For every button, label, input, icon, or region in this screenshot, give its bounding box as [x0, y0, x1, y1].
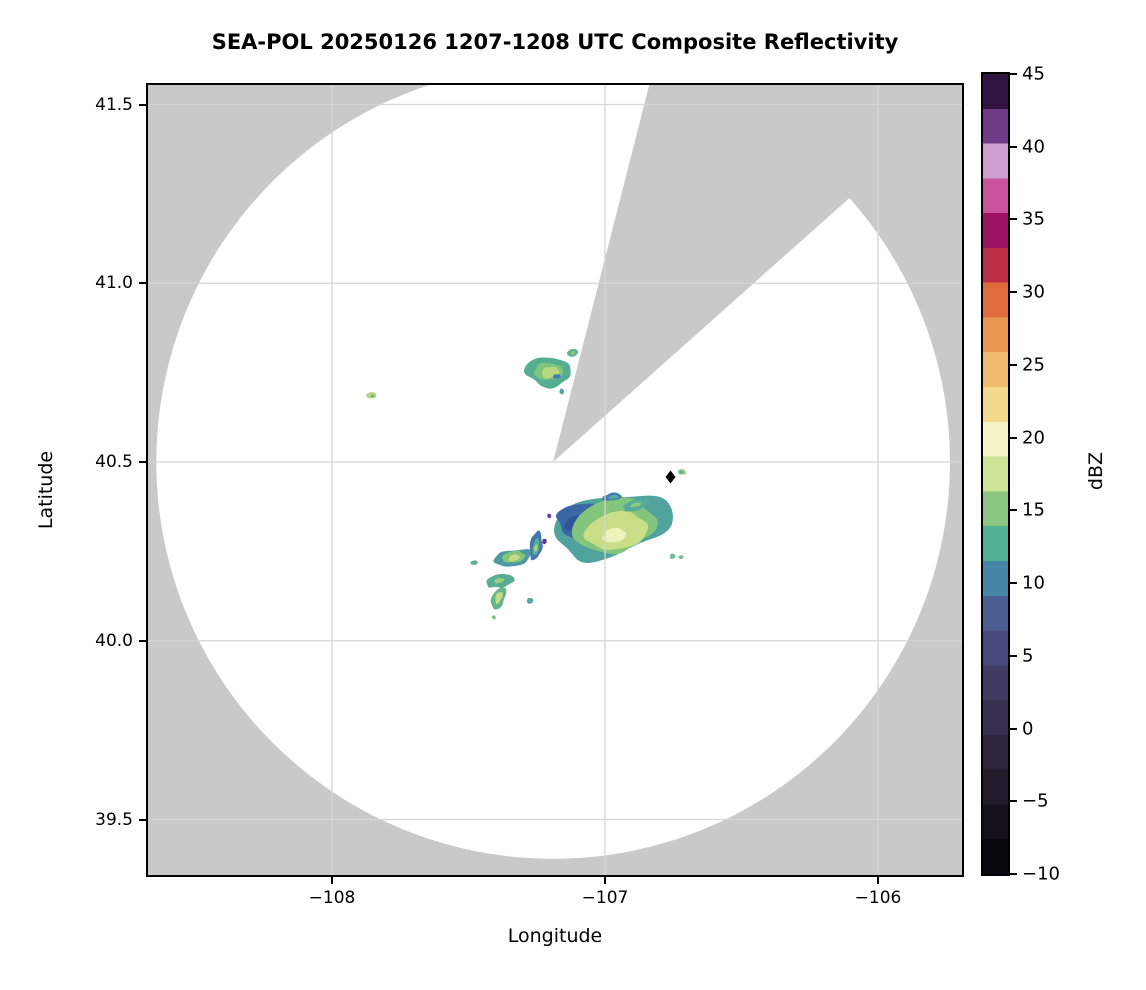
echo-layer: [552, 374, 561, 379]
echo-layer: [366, 392, 377, 399]
x-tick: [604, 877, 606, 884]
colorbar-tick: [1010, 291, 1017, 294]
colorbar-tick: [1010, 654, 1017, 657]
echo-main-blob-north-strip: [602, 492, 623, 501]
echo-west-satellite: [493, 549, 532, 567]
echo-sw-speck: [527, 597, 534, 604]
echo-layer: [470, 560, 478, 565]
echo-layer: [370, 394, 375, 398]
echo-layer: [602, 527, 627, 543]
plot-area: [146, 83, 964, 877]
colorbar-tick-label: −10: [1022, 863, 1060, 885]
x-tick-label: −108: [308, 888, 356, 908]
colorbar-tick: [1010, 73, 1017, 75]
echo-purple-speck-2: [542, 538, 547, 545]
echo-sw-cluster: [486, 573, 515, 588]
blocked-sector-wedge: [553, 85, 962, 462]
y-tick: [139, 461, 146, 463]
colorbar-tick: [1010, 582, 1017, 585]
x-tick-label: −106: [854, 888, 902, 908]
echo-north-speck-2: [559, 388, 565, 395]
echo-north-cluster: [524, 357, 571, 389]
echo-main-blob: [553, 495, 673, 563]
echo-layer: [678, 555, 684, 560]
echo-layer: [669, 553, 676, 560]
echo-layer: [570, 351, 576, 355]
y-tick-label: 40.0: [95, 630, 133, 651]
colorbar-tick: [1010, 145, 1017, 148]
colorbar-tick: [1010, 218, 1017, 221]
x-axis-label: Longitude: [507, 925, 603, 947]
colorbar-tick-label: 35: [1022, 208, 1045, 230]
colorbar-tick: [1010, 436, 1017, 439]
echo-layer: [542, 538, 547, 545]
colorbar-tick: [1010, 509, 1017, 512]
echo-s-speck: [492, 615, 496, 620]
colorbar: [981, 72, 1010, 876]
x-tick: [331, 877, 333, 884]
colorbar-tick-label: 40: [1022, 136, 1045, 158]
echo-main-blob-ne-strip: [622, 499, 650, 512]
echo-right-speck-2: [678, 555, 684, 560]
echo-layer: [547, 513, 552, 519]
colorbar-tick-label: 10: [1022, 572, 1045, 594]
echo-sw-elongated: [490, 587, 507, 610]
y-tick-label: 41.5: [95, 94, 133, 115]
echo-layer: [492, 615, 496, 620]
echo-layer: [495, 592, 503, 605]
colorbar-tick-label: 25: [1022, 354, 1045, 376]
echo-layer: [533, 543, 538, 552]
echo-layer: [679, 470, 683, 474]
colorbar-tick-label: 5: [1022, 645, 1034, 667]
y-tick: [139, 103, 146, 106]
echo-layer: [508, 554, 521, 562]
colorbar-tick: [1010, 800, 1017, 803]
echo-marker-speck: [677, 469, 687, 475]
colorbar-tick-label: 20: [1022, 427, 1045, 449]
colorbar-tick-label: 15: [1022, 499, 1045, 521]
y-tick: [139, 282, 146, 285]
x-tick-label: −107: [581, 888, 629, 908]
echo-vertical-strip: [529, 530, 543, 561]
y-tick-label: 40.5: [95, 452, 133, 472]
colorbar-tick-label: 30: [1022, 281, 1045, 303]
y-tick: [139, 818, 146, 821]
echo-right-speck-1: [669, 553, 676, 560]
site-marker-diamond: [665, 470, 676, 484]
echo-layer: [527, 597, 534, 604]
echo-far-west-speck: [366, 392, 377, 399]
colorbar-tick: [1010, 363, 1017, 366]
radar-map-canvas: [148, 85, 962, 875]
echo-purple-speck-1: [547, 513, 552, 519]
echo-north-speck-1: [566, 348, 579, 357]
y-tick: [139, 639, 146, 642]
colorbar-label: dBZ: [1085, 451, 1107, 491]
colorbar-tick-label: −5: [1022, 790, 1049, 812]
colorbar-tick-label: 0: [1022, 718, 1034, 740]
y-tick-label: 41.0: [95, 273, 133, 294]
colorbar-tick: [1010, 873, 1017, 875]
colorbar-tick-label: 45: [1022, 63, 1045, 85]
colorbar-tick: [1010, 727, 1017, 730]
echo-layer: [608, 494, 619, 500]
chart-title: SEA-POL 20250126 1207-1208 UTC Composite…: [211, 30, 899, 54]
echo-w-speck-pair: [470, 560, 478, 565]
x-tick: [877, 877, 879, 884]
echo-layer: [559, 388, 565, 395]
y-tick-label: 39.5: [95, 809, 133, 830]
echo-layer: [629, 502, 642, 508]
echo-layer: [494, 578, 505, 584]
